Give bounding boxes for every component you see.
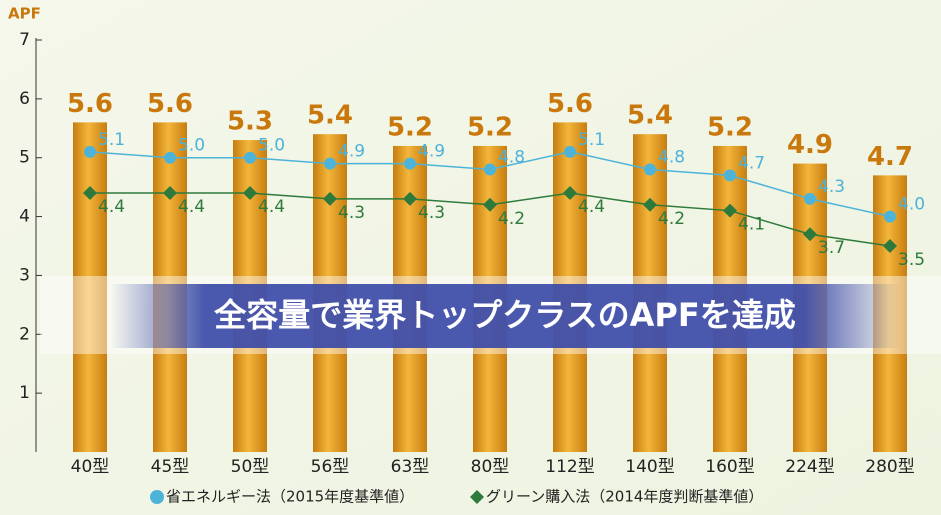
marker [164,152,176,164]
bar-value-label: 4.9 [787,130,833,160]
line-value-label: 4.3 [418,203,445,223]
x-tick-label: 112型 [545,457,594,477]
x-tick-label: 224型 [785,457,834,477]
y-tick-label: 4 [19,207,30,227]
y-axis-label: APF [8,5,41,23]
marker [324,158,336,170]
bar-value-label: 5.6 [147,89,193,119]
x-tick-label: 40型 [71,457,110,477]
line-value-label: 4.8 [498,147,525,167]
x-tick-label: 63型 [391,457,430,477]
y-tick-label: 6 [19,89,30,109]
chart: 1 2 3 4 5 6 7 40型 45型 50型 56型 63型 80型 112型 140型 160型 224… [0,0,941,515]
marker [84,146,96,158]
bar-value-label: 5.2 [467,112,513,142]
y-tick-label: 1 [19,383,30,403]
line-value-label: 4.4 [178,197,205,217]
bar-value-label: 5.4 [307,101,353,131]
legend-marker [150,490,164,504]
bar-value-label: 5.3 [227,107,273,137]
x-tick-label: 160型 [705,457,754,477]
line-value-label: 4.2 [658,209,685,229]
marker [564,146,576,158]
marker [804,193,816,205]
line-value-label: 4.7 [738,153,765,173]
line-value-label: 5.1 [98,130,125,150]
x-tick-label: 50型 [231,457,270,477]
bar-value-label: 4.7 [867,142,913,172]
line-value-label: 4.9 [338,142,365,162]
line-value-label: 5.0 [258,136,285,156]
line-value-label: 4.3 [818,177,845,197]
line-value-label: 4.4 [258,197,285,217]
y-tick-label: 3 [19,265,30,285]
line-value-label: 4.4 [98,197,125,217]
x-tick-label: 45型 [151,457,190,477]
y-tick-label: 5 [19,148,30,168]
line-value-label: 4.9 [418,142,445,162]
marker [484,163,496,175]
bar-value-label: 5.6 [67,89,113,119]
line-value-label: 3.7 [818,238,845,258]
x-tick-label: 280型 [865,457,914,477]
x-tick-label: 80型 [471,457,510,477]
line-value-label: 3.5 [898,250,925,270]
line-value-label: 4.0 [898,195,925,215]
marker [404,158,416,170]
bar-value-label: 5.4 [627,101,673,131]
annotation: 全容量で業界トップクラスのAPFを達成 [213,296,795,334]
line-value-label: 4.3 [338,203,365,223]
bar-value-label: 5.6 [547,89,593,119]
bar-value-label: 5.2 [707,112,753,142]
marker [244,152,256,164]
legend-label: グリーン購入法（2014年度判断基準値） [486,488,763,506]
y-tick-label: 7 [19,30,30,50]
marker [724,169,736,181]
line-value-label: 5.1 [578,130,605,150]
y-tick-label: 2 [19,324,30,344]
x-tick-label: 56型 [311,457,350,477]
line-value-label: 4.1 [738,215,765,235]
line-value-label: 4.8 [658,147,685,167]
marker [644,163,656,175]
legend-label: 省エネルギー法（2015年度基準値） [166,488,414,506]
marker [884,211,896,223]
line-value-label: 5.0 [178,136,205,156]
line-value-label: 4.4 [578,197,605,217]
x-tick-label: 140型 [625,457,674,477]
bar-value-label: 5.2 [387,112,433,142]
line-value-label: 4.2 [498,209,525,229]
